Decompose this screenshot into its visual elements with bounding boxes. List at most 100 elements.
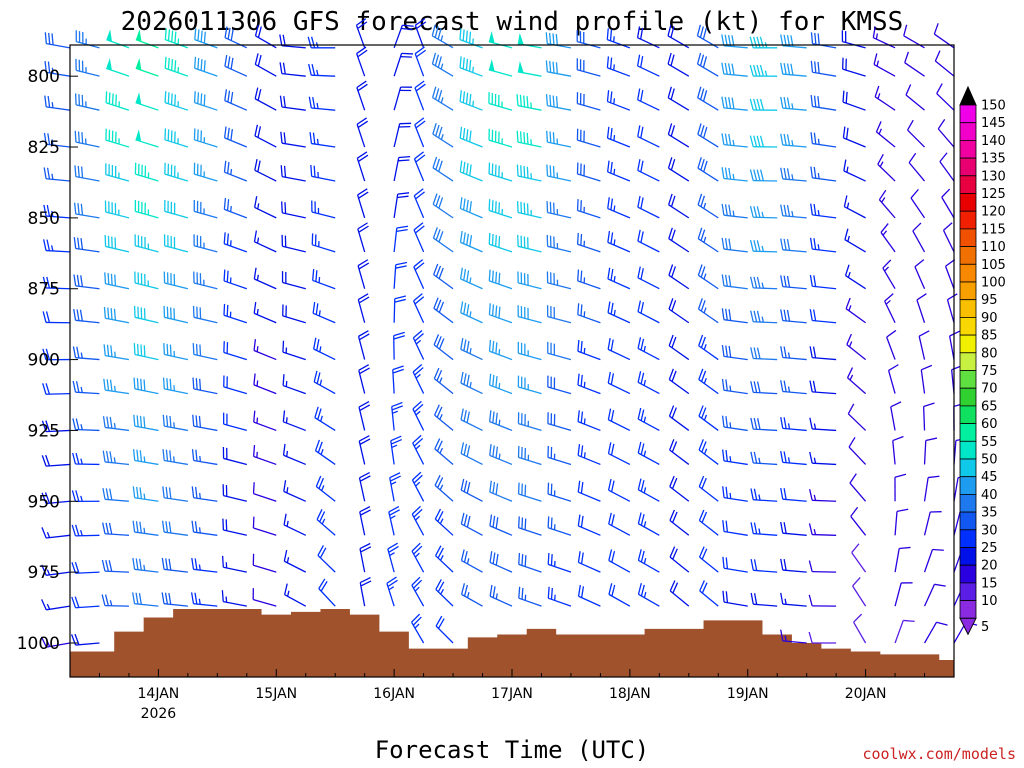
- wind-barb: [669, 475, 690, 502]
- wind-barb: [749, 98, 778, 111]
- wind-barb: [668, 264, 690, 290]
- wind-barb: [459, 90, 483, 111]
- wind-barb: [923, 511, 942, 536]
- wind-barb: [314, 406, 336, 431]
- wind-barb: [517, 446, 542, 466]
- wind-barb: [103, 344, 130, 361]
- colorbar-bottom-arrow: [959, 617, 977, 636]
- wind-barb: [516, 201, 542, 219]
- wind-barb: [668, 298, 690, 324]
- wind-barb: [488, 162, 513, 182]
- wind-barb: [162, 486, 188, 502]
- wind-barb: [388, 505, 400, 536]
- wind-barb: [698, 439, 719, 465]
- wind-barb: [750, 488, 778, 502]
- wind-barb: [193, 271, 218, 290]
- wind-barb: [308, 63, 336, 77]
- wind-barb: [518, 516, 542, 536]
- wind-barb: [910, 188, 926, 219]
- wind-barb: [102, 487, 129, 502]
- wind-barb: [637, 195, 660, 219]
- wind-barb: [749, 64, 778, 77]
- wind-barb: [749, 206, 778, 219]
- wind-barb: [577, 551, 601, 573]
- colorbar-label: 45: [981, 470, 998, 485]
- wind-barb: [392, 365, 404, 394]
- wind-barb: [193, 128, 218, 148]
- wind-barb: [894, 508, 909, 536]
- wind-barb: [696, 52, 719, 77]
- wind-barb: [283, 480, 306, 502]
- wind-barb: [606, 56, 631, 77]
- colorbar-label: 75: [981, 364, 998, 379]
- wind-barb: [637, 88, 660, 111]
- wind-barb: [358, 364, 370, 394]
- wind-barb: [942, 222, 955, 253]
- wind-barb: [393, 24, 414, 49]
- wind-barb: [607, 267, 631, 290]
- wind-barb: [750, 347, 778, 361]
- wind-barb: [253, 267, 277, 290]
- wind-barb: [576, 128, 601, 148]
- wind-barb: [489, 410, 513, 432]
- wind-barb: [413, 293, 425, 324]
- colorbar-label: 145: [981, 116, 1006, 131]
- colorbar-swatch: [959, 352, 977, 371]
- wind-barb: [433, 263, 454, 290]
- wind-barb: [749, 169, 778, 182]
- wind-barb: [104, 235, 130, 253]
- wind-barb: [637, 159, 660, 182]
- wind-barb: [808, 523, 837, 536]
- wind-barb: [164, 28, 189, 49]
- wind-barb: [281, 234, 306, 253]
- colorbar-swatch: [959, 334, 977, 354]
- wind-barb: [432, 227, 454, 253]
- wind-barb: [577, 480, 601, 502]
- wind-barb: [358, 471, 371, 502]
- wind-barb: [545, 60, 572, 77]
- wind-barb: [517, 305, 542, 324]
- wind-barb: [41, 599, 71, 611]
- wind-barb: [102, 416, 130, 432]
- wind-barb: [359, 542, 372, 573]
- wind-barb: [106, 29, 130, 49]
- wind-barb: [577, 444, 601, 466]
- wind-barb: [547, 341, 572, 361]
- wind-barb: [637, 407, 660, 432]
- wind-barb: [283, 549, 307, 573]
- wind-barb: [517, 412, 542, 432]
- wind-barb: [607, 230, 631, 253]
- x-axis-title: Forecast Time (UTC): [375, 736, 650, 764]
- wind-barb: [282, 443, 306, 466]
- wind-barb: [846, 367, 867, 395]
- colorbar-label: 70: [981, 382, 998, 397]
- wind-barb: [42, 311, 71, 324]
- wind-barb: [393, 225, 409, 252]
- colorbar-label: 90: [981, 311, 998, 326]
- wind-barb: [460, 549, 483, 573]
- wind-barb: [810, 60, 837, 77]
- wind-barb: [518, 552, 542, 573]
- colorbar-swatch: [959, 210, 977, 230]
- wind-barb: [71, 490, 100, 503]
- wind-barb: [162, 414, 188, 432]
- wind-barb: [894, 619, 915, 644]
- wind-barb: [669, 439, 690, 465]
- wind-barb: [698, 509, 719, 536]
- colorbar-label: 135: [981, 152, 1006, 167]
- wind-barb: [279, 34, 306, 49]
- y-axis: 800 825 850 875 900 925 950 975 1000: [17, 67, 78, 654]
- wind-barb: [432, 156, 454, 182]
- wind-barb: [697, 264, 719, 290]
- credit-text: coolwx.com/models: [862, 745, 1016, 763]
- wind-barb: [252, 445, 277, 466]
- wind-barb: [224, 26, 248, 49]
- wind-barb: [848, 436, 867, 465]
- wind-barb: [914, 259, 926, 289]
- wind-barb: [488, 339, 513, 361]
- wind-barb: [721, 345, 748, 361]
- wind-barb: [637, 441, 660, 466]
- wind-barb: [132, 486, 159, 502]
- wind-barb: [414, 18, 427, 49]
- colorbar-label: 100: [981, 276, 1006, 291]
